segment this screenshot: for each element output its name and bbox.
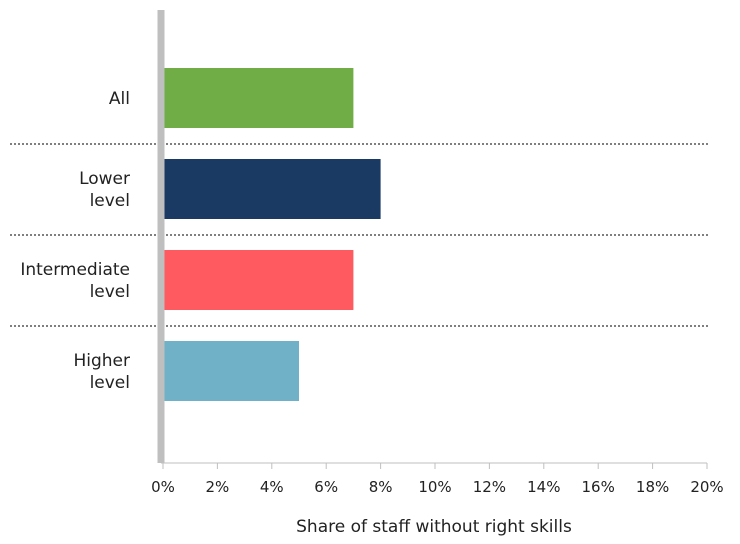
x-tick-label: 0% xyxy=(151,478,175,496)
x-tick-label: 10% xyxy=(418,478,451,496)
bar-all xyxy=(163,68,354,128)
x-axis-title: Share of staff without right skills xyxy=(296,517,572,537)
bar-higher-level xyxy=(163,341,299,401)
x-ticks: 0% 2% 4% 6% 8% 10% 12% 14% 16% 18% 20% xyxy=(151,463,724,496)
category-label-lower-level-line-2: level xyxy=(90,191,130,211)
x-tick-label: 20% xyxy=(690,478,723,496)
x-tick-label: 4% xyxy=(260,478,284,496)
bars-group xyxy=(163,68,381,401)
x-tick-label: 12% xyxy=(473,478,506,496)
bar-intermediate-level xyxy=(163,250,354,310)
x-tick-label: 2% xyxy=(206,478,230,496)
category-label-all-line-1: All xyxy=(109,89,130,109)
category-labels: AllLowerlevelIntermediatelevelHigherleve… xyxy=(20,89,130,393)
category-separators xyxy=(10,143,709,327)
category-label-intermediate-level-line-1: Intermediate xyxy=(20,260,130,280)
x-tick-label: 16% xyxy=(582,478,615,496)
x-tick-label: 6% xyxy=(314,478,338,496)
x-tick-label: 14% xyxy=(527,478,560,496)
category-label-higher-level-line-1: Higher xyxy=(73,351,130,371)
bar-lower-level xyxy=(163,159,381,219)
category-label-lower-level-line-1: Lower xyxy=(79,169,130,189)
x-tick-label: 18% xyxy=(636,478,669,496)
x-tick-label: 8% xyxy=(369,478,393,496)
category-label-intermediate-level-line-2: level xyxy=(90,282,130,302)
category-label-higher-level-line-2: level xyxy=(90,373,130,393)
